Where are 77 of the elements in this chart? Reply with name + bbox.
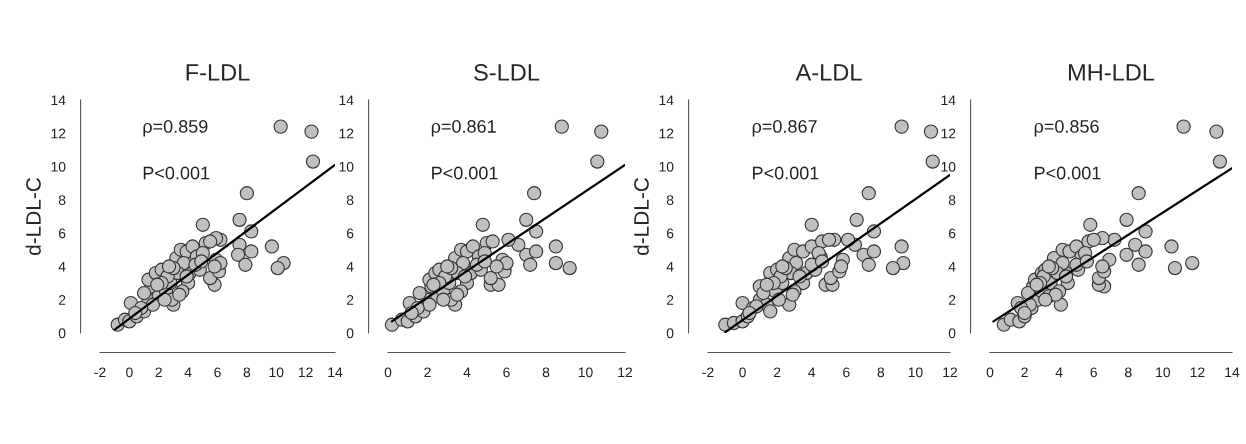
annotation: P<0.001 [432,166,498,180]
chart-title: A-LDL [795,64,862,81]
x-tick-label: 2 [155,367,162,378]
x-tick-label: 10 [908,367,923,378]
x-tick-label: 0 [126,367,133,378]
chart-title: F-LDL [186,64,250,81]
y-tick-label: 0 [948,328,956,339]
y-tick-label: 4 [948,261,956,272]
x-tick-label: -2 [94,367,106,378]
chart-title: S-LDL [474,64,540,81]
y-tick-label: 8 [948,195,956,206]
annotation: P<0.001 [143,166,210,180]
y-tick-label: 14 [51,95,66,106]
annotation: ρ=0.861 [431,120,496,137]
x-tick-label: 8 [1125,367,1132,378]
x-tick-label: 0 [384,367,392,378]
y-tick-label: 4 [666,261,674,272]
annotation: P<0.001 [1035,166,1101,180]
y-tick-label: 6 [346,228,354,239]
x-tick-label: 14 [1225,367,1240,378]
x-tick-label: 2 [424,367,431,378]
x-tick-label: 8 [877,367,885,378]
y-tick-label: 12 [659,128,674,139]
y-tick-label: 10 [941,161,956,172]
y-tick-label: 0 [666,328,674,339]
x-tick-label: 2 [1021,367,1028,378]
y-tick-label: 2 [948,295,956,305]
y-tick-label: 10 [51,161,66,172]
y-tick-label: 14 [339,95,354,106]
y-tick-label: 0 [58,328,66,339]
x-tick-label: 10 [1156,367,1171,378]
annotation: ρ=0.859 [143,120,208,137]
y-tick-label: 6 [58,228,66,239]
y-tick-label: 2 [58,295,66,305]
y-tick-label: 10 [339,161,354,172]
x-tick-label: 6 [214,367,221,378]
x-tick-label: 4 [184,367,192,378]
y-tick-label: 6 [948,228,956,239]
y-tick-label: 2 [346,295,354,305]
y-tick-label: 4 [346,261,354,272]
x-tick-label: 4 [463,367,471,378]
y-tick-label: 10 [659,161,674,172]
y-tick-label: 4 [58,261,66,272]
y-tick-label: 12 [51,128,66,139]
x-tick-label: 0 [739,367,746,378]
chart-title: MH-LDL [1068,64,1155,81]
y-tick-label: 12 [941,128,956,139]
y-axis-title: d-LDL-C [25,177,41,255]
x-tick-label: 6 [503,367,510,378]
y-tick-label: 8 [666,195,674,206]
y-tick-label: 6 [666,228,674,239]
y-tick-label: 0 [346,328,354,339]
x-tick-label: 6 [1090,367,1097,378]
x-tick-label: 10 [269,367,284,378]
y-tick-label: 12 [339,128,354,139]
x-tick-label: 2 [773,367,781,378]
x-tick-label: 8 [243,367,251,378]
y-tick-label: 8 [58,195,66,206]
annotation: ρ=0.856 [1034,120,1099,137]
x-tick-label: 0 [986,367,994,378]
annotation: ρ=0.867 [752,120,817,137]
x-tick-label: -2 [702,367,714,378]
y-tick-label: 8 [346,195,354,206]
x-tick-label: 12 [298,367,313,378]
x-tick-label: 12 [1190,367,1205,378]
x-tick-label: 4 [808,367,816,378]
annotation: P<0.001 [753,166,819,180]
y-tick-label: 14 [941,95,956,106]
x-tick-label: 4 [1055,367,1063,378]
x-tick-label: 6 [843,367,850,378]
y-axis-title: d-LDL-C [633,177,649,255]
x-tick-label: 8 [542,367,550,378]
x-tick-label: 14 [328,367,343,378]
x-tick-label: 10 [578,367,593,378]
y-tick-label: 14 [659,95,674,106]
y-tick-label: 2 [666,295,674,305]
x-tick-label: 12 [618,367,633,378]
